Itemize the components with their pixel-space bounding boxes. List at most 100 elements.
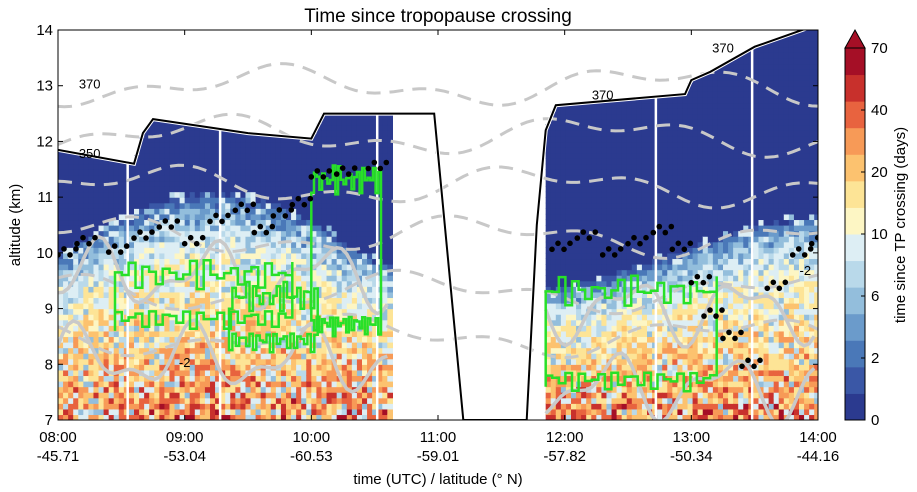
heatmap-cell: [179, 208, 186, 215]
heatmap-cell: [641, 241, 648, 248]
heatmap-cell: [367, 158, 373, 165]
heatmap-cell: [144, 191, 150, 198]
heatmap-cell: [326, 202, 333, 209]
heatmap-cell: [555, 247, 562, 254]
heatmap-cell: [586, 381, 592, 388]
heatmap-cell: [230, 414, 236, 420]
heatmap-cell: [199, 197, 206, 204]
heatmap-cell: [199, 397, 206, 404]
heatmap-cell: [341, 208, 348, 215]
heatmap-cell: [194, 330, 201, 338]
heatmap-cell: [372, 414, 378, 420]
heatmap-cell: [647, 174, 653, 182]
heatmap-cell: [321, 225, 328, 232]
heatmap-cell: [591, 147, 597, 154]
heatmap-cell: [301, 375, 307, 382]
heatmap-cell: [149, 191, 155, 198]
heatmap-cell: [204, 314, 211, 321]
heatmap-cell: [63, 403, 69, 410]
heatmap-cell: [586, 147, 592, 154]
heatmap-cell: [78, 191, 84, 198]
heatmap-cell: [560, 269, 567, 276]
heatmap-cell: [311, 135, 317, 143]
heatmap-cell: [134, 180, 140, 187]
heatmap-cell: [596, 180, 602, 187]
heatmap-cell: [555, 208, 562, 215]
heatmap-cell: [291, 319, 297, 326]
heatmap-cell: [68, 381, 74, 388]
heatmap-cell: [616, 135, 623, 143]
heatmap-cell: [647, 102, 653, 109]
heatmap-cell: [134, 397, 140, 404]
heatmap-cell: [83, 314, 89, 321]
heatmap-cell: [58, 414, 64, 420]
heatmap-cell: [382, 397, 388, 404]
heatmap-cell: [68, 353, 74, 360]
heatmap-cell: [596, 186, 602, 193]
heatmap-cell: [63, 163, 69, 170]
heatmap-cell: [555, 291, 562, 299]
heatmap-cell: [98, 163, 105, 170]
heatmap-cell: [621, 392, 628, 399]
heatmap-cell: [280, 191, 287, 198]
heatmap-cell: [667, 275, 673, 282]
heatmap-cell: [362, 408, 368, 416]
heatmap-cell: [301, 358, 307, 365]
heatmap-cell: [215, 347, 221, 354]
heatmap-cell: [169, 174, 176, 182]
heatmap-cell: [621, 236, 628, 243]
heatmap-cell: [296, 241, 302, 248]
heatmap-cell: [189, 330, 196, 338]
heatmap-cell: [215, 353, 221, 360]
heatmap-cell: [677, 336, 684, 343]
heatmap-cell: [326, 291, 333, 299]
heatmap-cell: [672, 108, 678, 115]
heatmap-cell: [657, 130, 663, 137]
heatmap-cell: [144, 158, 150, 165]
heatmap-cell: [184, 303, 191, 310]
heatmap-cell: [351, 275, 358, 282]
heatmap-cell: [220, 135, 226, 143]
heatmap-cell: [387, 308, 393, 315]
heatmap-cell: [83, 358, 89, 365]
heatmap-cell: [255, 347, 262, 354]
heatmap-cell: [301, 236, 307, 243]
heatmap-cell: [372, 325, 378, 332]
heatmap-cell: [550, 241, 557, 248]
heatmap-cell: [68, 408, 74, 416]
heatmap-cell: [555, 124, 562, 131]
heatmap-cell: [341, 358, 348, 365]
heatmap-cell: [606, 286, 613, 293]
heatmap-cell: [179, 180, 186, 187]
heatmap-cell: [606, 330, 613, 338]
heatmap-cell: [667, 336, 673, 343]
heatmap-cell: [306, 264, 312, 271]
heatmap-cell: [647, 158, 653, 165]
heatmap-cell: [301, 308, 307, 315]
heatmap-cell: [164, 286, 171, 293]
heatmap-cell: [545, 219, 552, 226]
heatmap-cell: [235, 358, 241, 365]
heatmap-cell: [346, 119, 353, 126]
heatmap-cell: [265, 358, 272, 365]
heatmap-cell: [93, 163, 100, 170]
heatmap-cell: [672, 308, 678, 315]
heatmap-cell: [58, 403, 64, 410]
heatmap-cell: [220, 408, 226, 416]
heatmap-cell: [677, 347, 684, 354]
heatmap-cell: [306, 291, 312, 299]
heatmap-cell: [118, 403, 125, 410]
heatmap-cell: [576, 135, 582, 143]
heatmap-cell: [184, 152, 191, 159]
heatmap-cell: [93, 392, 100, 399]
heatmap-cell: [611, 108, 618, 115]
heatmap-cell: [372, 230, 378, 237]
heatmap-cell: [83, 291, 89, 299]
heatmap-cell: [199, 303, 206, 310]
heatmap-cell: [250, 135, 257, 143]
heatmap-cell: [657, 408, 663, 416]
heatmap-cell: [78, 197, 84, 204]
heatmap-cell: [306, 252, 312, 260]
heatmap-cell: [591, 191, 597, 198]
heatmap-cell: [275, 191, 282, 198]
